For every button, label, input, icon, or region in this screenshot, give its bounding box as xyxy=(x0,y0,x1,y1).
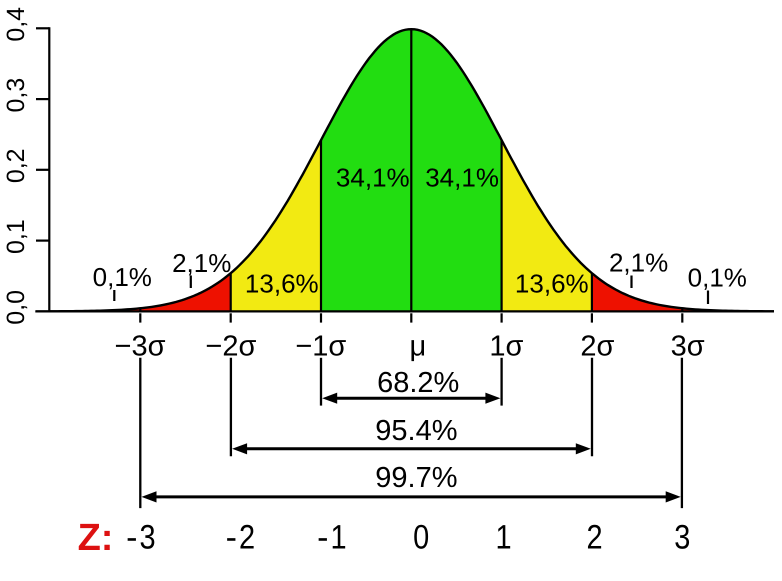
svg-text:3: 3 xyxy=(674,519,690,557)
svg-text:95.4%: 95.4% xyxy=(375,415,457,447)
svg-text:3: 3 xyxy=(140,519,156,557)
svg-text:0,2: 0,2 xyxy=(2,148,30,183)
svg-text:3σ: 3σ xyxy=(671,330,705,362)
svg-text:13,6%: 13,6% xyxy=(245,269,319,299)
svg-text:1σ: 1σ xyxy=(489,330,523,362)
svg-text:68.2%: 68.2% xyxy=(377,367,459,399)
svg-text:0,1%: 0,1% xyxy=(688,262,747,292)
svg-text:Z:: Z: xyxy=(78,517,114,559)
svg-text:0,3: 0,3 xyxy=(2,78,30,113)
svg-text:2σ: 2σ xyxy=(580,330,614,362)
svg-text:0,1%: 0,1% xyxy=(93,262,152,292)
svg-text:0,1: 0,1 xyxy=(2,219,30,254)
svg-text:2: 2 xyxy=(239,519,255,557)
svg-text:34,1%: 34,1% xyxy=(425,162,499,192)
svg-text:1: 1 xyxy=(331,519,347,557)
svg-text:-: - xyxy=(317,519,328,557)
svg-text:13,6%: 13,6% xyxy=(515,269,589,299)
svg-text:99.7%: 99.7% xyxy=(375,462,457,494)
svg-text:-: - xyxy=(126,519,137,557)
svg-text:2: 2 xyxy=(586,519,602,557)
svg-text:0,4: 0,4 xyxy=(2,7,30,42)
svg-text:34,1%: 34,1% xyxy=(336,162,410,192)
svg-text:-: - xyxy=(226,519,237,557)
svg-text:−2σ: −2σ xyxy=(205,330,256,362)
svg-text:μ: μ xyxy=(409,330,426,362)
svg-text:−1σ: −1σ xyxy=(295,330,346,362)
svg-text:−3σ: −3σ xyxy=(115,330,166,362)
svg-text:2,1%: 2,1% xyxy=(609,248,668,278)
svg-text:0: 0 xyxy=(413,519,429,557)
svg-text:0,0: 0,0 xyxy=(2,290,30,325)
svg-text:1: 1 xyxy=(495,519,511,557)
svg-text:2,1%: 2,1% xyxy=(172,248,231,278)
